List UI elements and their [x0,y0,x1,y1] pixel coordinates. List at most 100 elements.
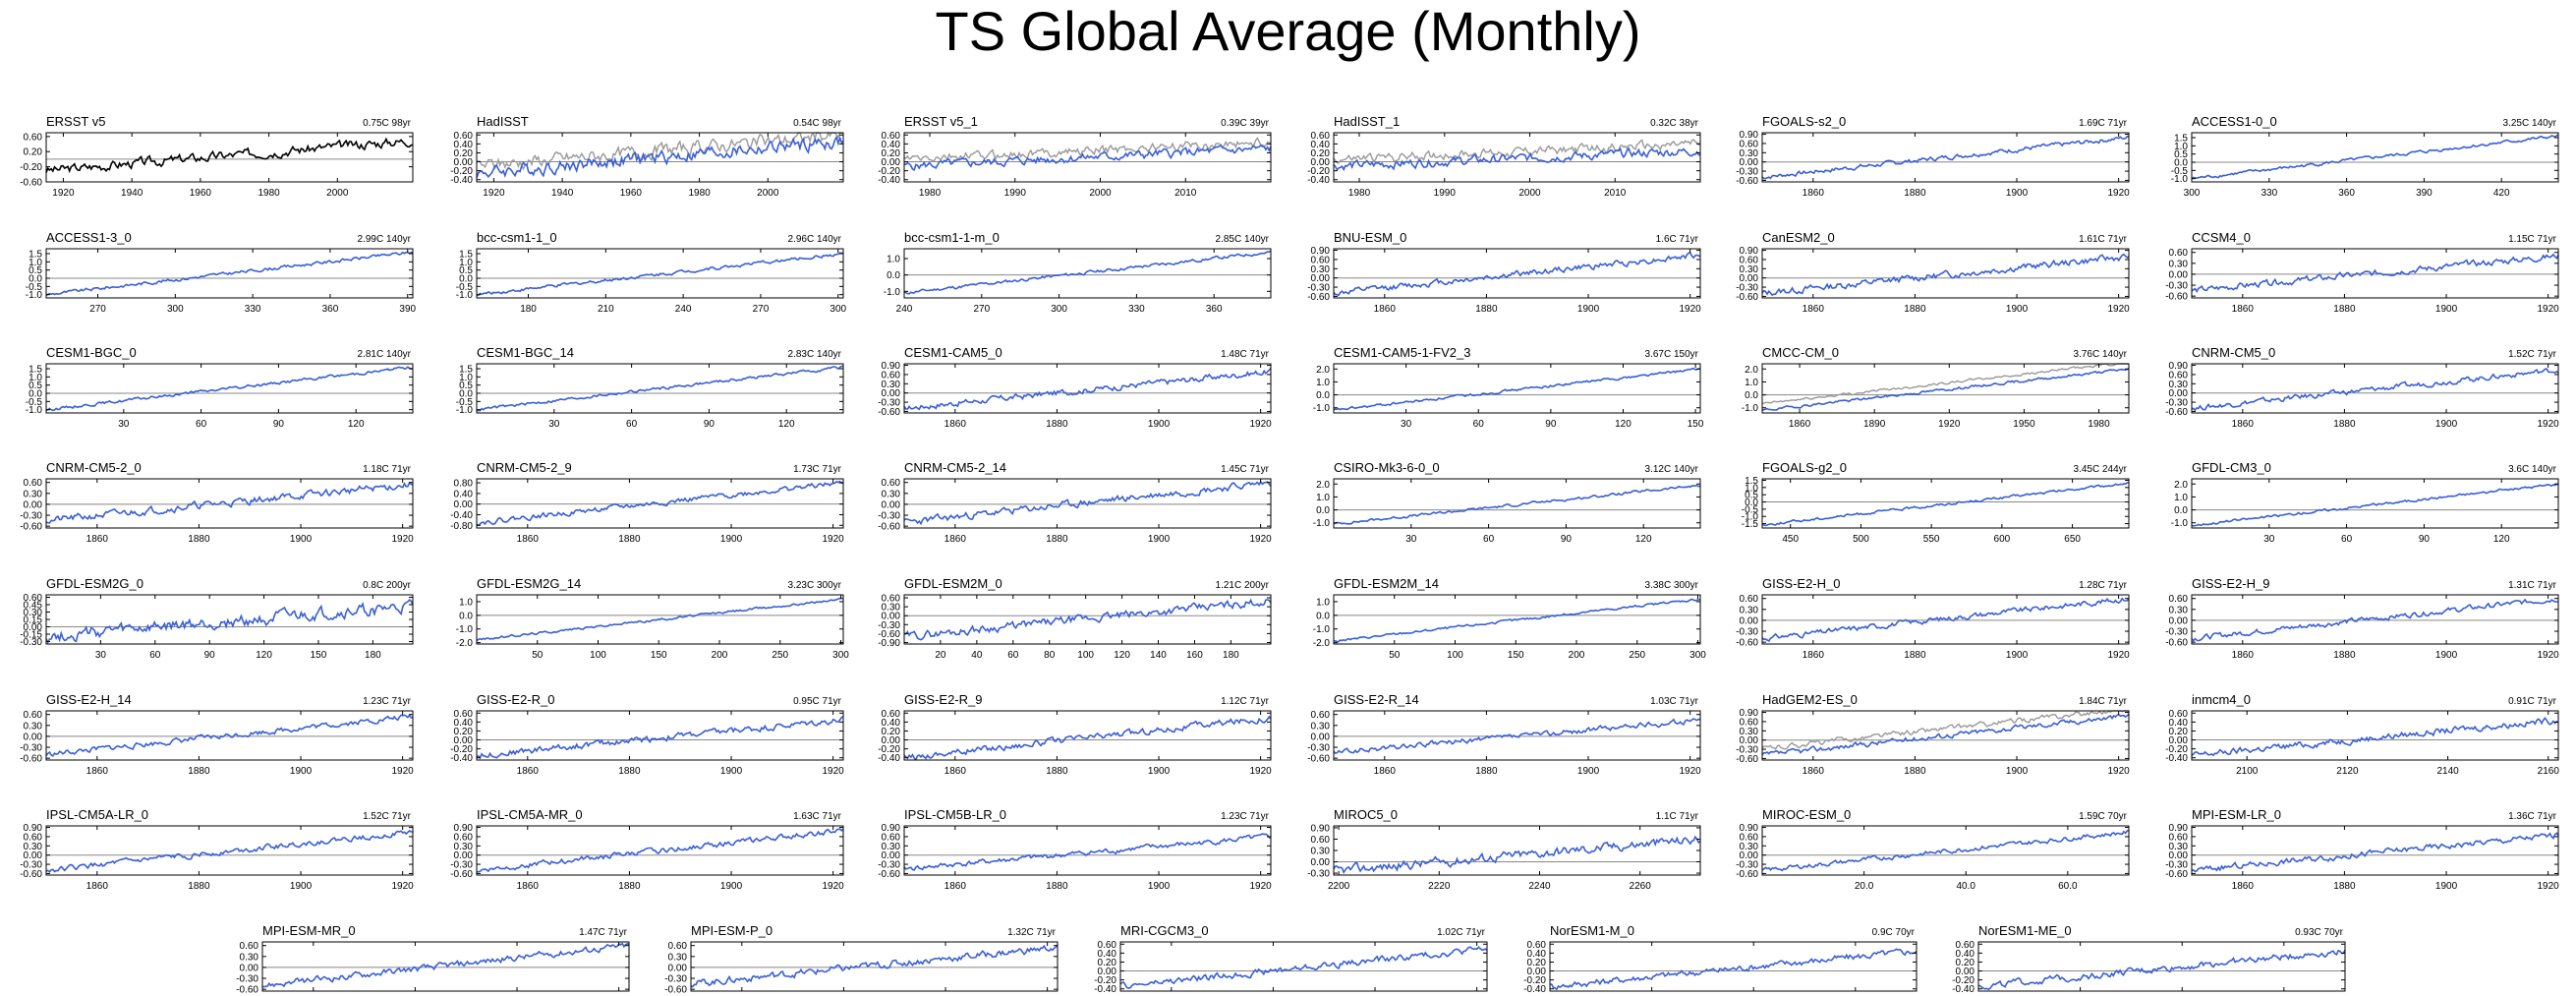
y-tick-label: 0.00 [2169,850,2189,861]
x-tick-label: 2010 [1174,188,1197,199]
y-tick-label: 0.60 [1311,255,1331,265]
x-tick-label: 1940 [551,188,574,199]
panel-title: GISS-E2-R_0 [477,692,554,707]
y-tick-label: 0.30 [1740,727,1759,737]
plot-frame [903,594,1272,645]
y-tick-label: 0.00 [1527,967,1547,977]
plot-frame [690,941,1059,992]
panel-title: CanESM2_0 [1762,230,1835,245]
panel-title: FGOALS-g2_0 [1762,460,1847,475]
y-tick-label: 1.0 [29,373,42,383]
chart-panel: CESM1-CAM5_0 1.48C 71yr0.900.600.300.00-0… [878,345,1272,430]
y-tick-label: -0.20 [450,166,473,177]
x-tick-label: 600 [1994,534,2011,545]
x-tick-label: 120 [1114,650,1130,661]
panel-annotation: 1.36C 71yr [2508,811,2557,822]
plot-frame [476,825,844,876]
panel-annotation: 1.59C 70yr [2079,811,2128,822]
y-tick-label: -0.60 [1307,292,1330,303]
y-tick-label: 0.60 [1311,131,1331,142]
x-tick-label: 210 [598,304,614,315]
x-tick-label: 1860 [86,534,109,545]
y-tick-label: -0.30 [236,974,258,985]
plot-frame [476,710,844,761]
y-tick-label: 0.30 [24,489,43,499]
plot-frame [45,825,414,876]
series-line [45,251,414,297]
y-tick-label: -1.0 [2171,518,2189,529]
x-tick-label: 1960 [620,188,643,199]
x-tick-label: 1880 [188,881,210,892]
x-tick-label: 90 [1561,534,1573,545]
y-tick-label: -0.30 [1736,167,1758,178]
y-tick-label: 0.90 [1740,708,1759,719]
x-tick-label: 2000 [1518,188,1541,199]
y-tick-label: -0.30 [2165,281,2188,292]
x-tick-label: 20 [935,650,946,661]
x-tick-label: 500 [1853,534,1869,545]
panel-title: GFDL-ESM2M_0 [904,576,1002,591]
y-tick-label: 0.20 [454,727,474,737]
chart-panel: GISS-E2-H_0 1.28C 71yr 0.600.300.00-0.30-0… [1736,576,2130,661]
y-tick-label: 0.60 [2169,370,2189,381]
panel-annotation: 3.38C 300yr [1645,580,1699,591]
y-tick-label: 1.0 [29,258,42,268]
x-tick-label: 150 [651,650,667,661]
panel-annotation: 2.99C 140yr [358,234,412,245]
y-tick-label: 0.60 [454,709,474,720]
panel-title: bcc-csm1-1-m_0 [904,230,1000,245]
y-tick-label: 0.20 [882,727,901,737]
y-tick-label: -1.0 [26,290,43,301]
x-tick-label: 1920 [2108,304,2131,315]
x-tick-label: 1980 [688,188,711,199]
y-tick-label: 0.30 [1740,842,1759,852]
x-tick-label: 1900 [2006,650,2029,661]
y-tick-label: -0.60 [878,629,900,640]
y-tick-label: 0.30 [882,380,901,390]
y-tick-label: 0.30 [1311,264,1331,275]
panel-annotation: 1.28C 71yr [2079,580,2128,591]
y-tick-label: 0.90 [882,361,901,372]
series-line [45,599,414,645]
chart-panel: GISS-E2-H_14 1.23C 71yr 0.600.300.00-0.30-… [20,692,414,777]
x-tick-label: 1900 [720,881,743,892]
plot-frame [476,132,844,183]
y-tick-label: 0.00 [454,850,474,861]
y-tick-label: 0.30 [1311,847,1331,857]
y-tick-label: 0.00 [1311,732,1331,742]
y-tick-label: 0.60 [1740,717,1759,728]
y-tick-label: 0.60 [882,832,901,843]
panel-annotation: 2.81C 140yr [358,349,412,360]
y-tick-label: -0.5 [2171,166,2189,177]
y-tick-label: 0.60 [24,710,43,721]
panel-title: MPI-ESM-P_0 [691,923,773,938]
y-tick-label: 0.0 [887,270,900,281]
y-tick-label: -0.30 [878,860,900,871]
x-tick-label: 1920 [2538,304,2560,315]
y-tick-label: 0.90 [24,823,43,834]
reference-series-line [1761,363,2129,405]
x-tick-label: 330 [245,304,261,315]
y-tick-label: 0.90 [1740,130,1759,141]
y-tick-label: 2.0 [1316,480,1330,491]
y-tick-label: 0.60 [2169,709,2189,720]
series-line [903,368,1272,411]
x-tick-label: 1880 [1475,304,1498,315]
x-tick-label: 1920 [52,188,75,199]
y-tick-label: 0.00 [24,850,43,861]
x-tick-label: 1900 [1148,419,1171,430]
y-tick-label: -0.60 [1736,869,1758,880]
y-tick-label: 0.00 [882,735,901,746]
y-tick-label: 0.60 [1740,594,1759,605]
chart-panel: HadISST 0.54C 98yr 0.600.400.200.00-0.20-0… [450,114,844,199]
panel-annotation: 3.25C 140yr [2503,118,2557,129]
series-line [1333,718,1701,754]
y-tick-label: 0.30 [2169,605,2189,615]
plot-frame [1761,825,2130,876]
y-tick-label: 0.40 [882,718,901,729]
y-tick-label: -0.30 [878,398,900,409]
y-tick-label: 0.0 [459,274,473,285]
y-tick-label: -1.0 [1313,403,1331,414]
y-tick-label: -0.30 [2165,398,2188,409]
y-tick-label: 0.0 [29,274,42,285]
